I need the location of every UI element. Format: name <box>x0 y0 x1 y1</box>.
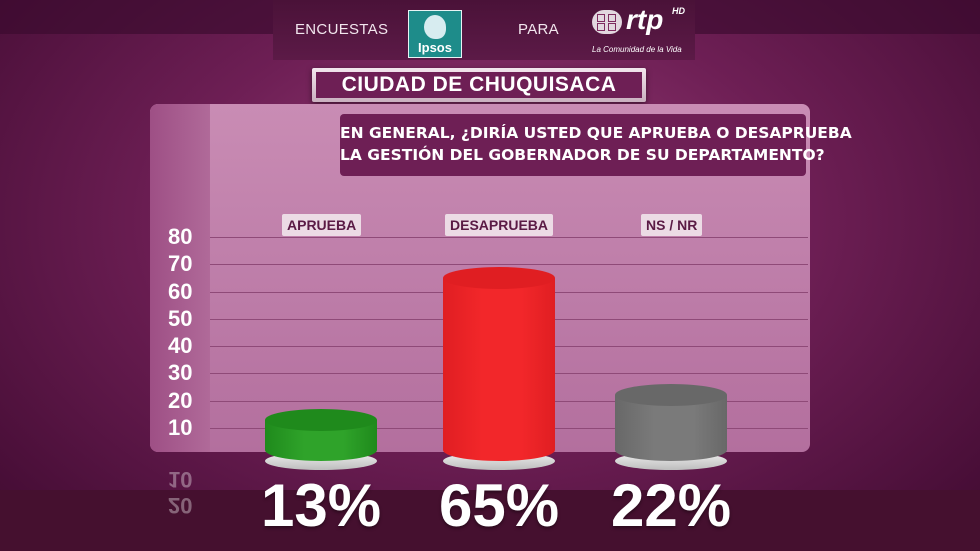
mirrored-tick-20: 20 <box>168 493 193 518</box>
gridline-70 <box>210 264 808 265</box>
category-label-2: NS / NR <box>641 214 703 236</box>
value-label-1: 65% <box>439 472 560 539</box>
ipsos-logo: Ipsos <box>408 10 462 58</box>
city-title-box: CIUDAD DE CHUQUISACA <box>312 68 646 102</box>
y-tick-50: 50 <box>168 306 193 331</box>
y-tick-60: 60 <box>168 279 193 304</box>
bar-cap-2 <box>615 384 727 407</box>
rtp-logo: rtp HD La Comunidad de la Vida <box>592 4 685 54</box>
y-tick-70: 70 <box>168 251 193 276</box>
y-tick-20: 20 <box>168 388 193 413</box>
header-para: PARA <box>518 21 559 38</box>
bar-0 <box>265 408 377 470</box>
y-tick-80: 80 <box>168 224 193 249</box>
gridline-80 <box>210 237 808 238</box>
question-line-2: LA GESTIÓN DEL GOBERNADOR DE SU DEPARTAM… <box>340 146 825 164</box>
bottom-band <box>0 490 980 551</box>
bar-body-1 <box>443 277 555 461</box>
y-tick-30: 30 <box>168 360 193 385</box>
question-box: EN GENERAL, ¿DIRÍA USTED QUE APRUEBA O D… <box>340 114 852 176</box>
bar-cap-0 <box>265 408 377 431</box>
question-line-1: EN GENERAL, ¿DIRÍA USTED QUE APRUEBA O D… <box>340 124 852 142</box>
bar-1 <box>443 266 555 470</box>
city-title: CIUDAD DE CHUQUISACA <box>316 72 642 98</box>
top-band-right <box>695 0 980 34</box>
value-label-0: 13% <box>261 472 382 539</box>
category-label-0: APRUEBA <box>282 214 362 236</box>
y-tick-40: 40 <box>168 333 193 358</box>
bar-2 <box>615 384 727 470</box>
value-label-2: 22% <box>611 472 732 539</box>
bar-cap-1 <box>443 266 555 289</box>
y-tick-10: 10 <box>168 415 193 440</box>
category-label-1: DESAPRUEBA <box>445 214 554 236</box>
bar-body-2 <box>615 395 727 461</box>
header-encuestas: ENCUESTAS <box>295 21 389 38</box>
top-band-left <box>0 0 273 34</box>
chart-panel-left-strip <box>150 104 210 452</box>
mirrored-tick-10: 10 <box>168 467 193 492</box>
header-bar <box>273 0 695 60</box>
